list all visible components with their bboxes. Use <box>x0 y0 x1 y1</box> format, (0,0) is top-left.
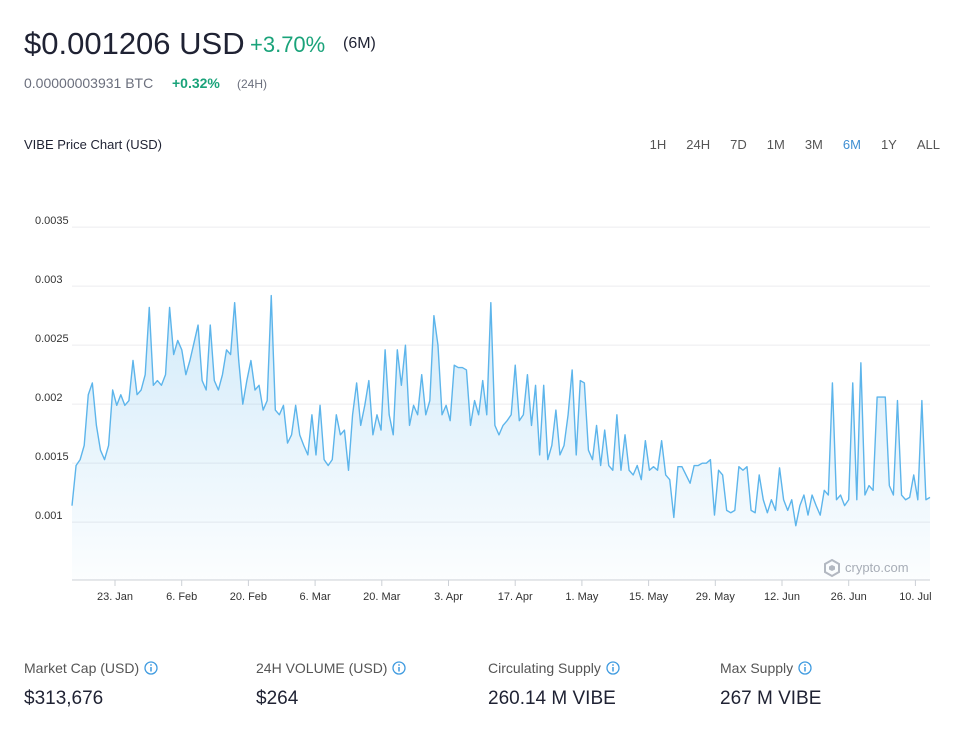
range-button[interactable]: 1H <box>649 137 667 152</box>
x-tick-label: 6. Mar <box>300 591 332 603</box>
stat-label-row: Circulating Supply <box>488 660 620 676</box>
stat-label: Circulating Supply <box>488 660 601 676</box>
y-tick-label: 0.0015 <box>35 451 69 463</box>
stat-label: Market Cap (USD) <box>24 660 140 676</box>
stat-label: Max Supply <box>720 660 794 676</box>
x-tick-label: 6. Feb <box>166 591 197 603</box>
range-button[interactable]: 1Y <box>880 137 897 152</box>
change-period: (6M) <box>343 35 376 52</box>
y-tick-label: 0.002 <box>35 392 63 404</box>
price: $0.001206 USD <box>24 26 245 61</box>
range-button[interactable]: 3M <box>804 137 823 152</box>
x-tick-label: 17. Apr <box>498 591 533 603</box>
range-button[interactable]: 1M <box>766 137 785 152</box>
range-button[interactable]: 6M <box>842 137 861 152</box>
x-tick-label: 20. Mar <box>363 591 401 603</box>
x-tick-label: 15. May <box>629 591 669 603</box>
x-tick-label: 1. May <box>565 591 599 603</box>
area <box>72 295 930 580</box>
price-line <box>71 294 931 527</box>
y-tick-label: 0.0035 <box>35 215 69 227</box>
stat: Max Supply 267 M VIBE <box>720 660 821 710</box>
range-button[interactable]: ALL <box>916 137 940 152</box>
stat-value: 267 M VIBE <box>720 688 822 709</box>
x-tick-label: 29. May <box>696 591 736 603</box>
stat: 24H VOLUME (USD) $264 <box>256 660 407 710</box>
x-tick-label: 3. Apr <box>434 591 463 603</box>
range-button[interactable]: 24H <box>686 137 711 152</box>
info-icon[interactable] <box>606 661 620 675</box>
info-icon[interactable] <box>144 661 158 675</box>
stat-value: 260.14 M VIBE <box>488 688 616 709</box>
stat: Market Cap (USD) $313,676 <box>24 660 158 710</box>
btc-change: +0.32% <box>172 75 220 91</box>
y-tick-label: 0.0025 <box>35 333 69 345</box>
info-icon[interactable] <box>392 661 407 675</box>
stat-value: $264 <box>256 688 299 709</box>
stat: Circulating Supply 260.14 M VIBE <box>488 660 620 710</box>
y-tick-label: 0.003 <box>35 274 63 286</box>
btc-period: (24H) <box>237 77 268 91</box>
x-tick-label: 10. Jul <box>899 591 931 603</box>
x-tick-label: 12. Jun <box>764 591 800 603</box>
x-tick-label: 23. Jan <box>97 591 133 603</box>
range-button[interactable]: 7D <box>730 137 747 152</box>
y-tick-label: 0.001 <box>35 510 63 522</box>
btc-price: 0.00000003931 BTC <box>24 75 154 91</box>
price-change: +3.70% <box>250 32 326 57</box>
stat-label-row: Max Supply <box>720 660 821 676</box>
x-tick-label: 26. Jun <box>831 591 867 603</box>
chart-title: VIBE Price Chart (USD) <box>24 137 162 152</box>
chart: crypto.com 0.0010.00150.0020.00250.0030.… <box>35 215 932 603</box>
x-tick-label: 20. Feb <box>230 591 267 603</box>
range-buttons: 1H 24H 7D 1M 3M 6M 1Y ALL <box>630 137 940 152</box>
info-icon[interactable] <box>798 661 812 675</box>
stat-value: $313,676 <box>24 688 104 709</box>
stat-label: 24H VOLUME (USD) <box>256 660 388 676</box>
stat-label-row: Market Cap (USD) <box>24 660 158 676</box>
stat-label-row: 24H VOLUME (USD) <box>256 660 407 676</box>
